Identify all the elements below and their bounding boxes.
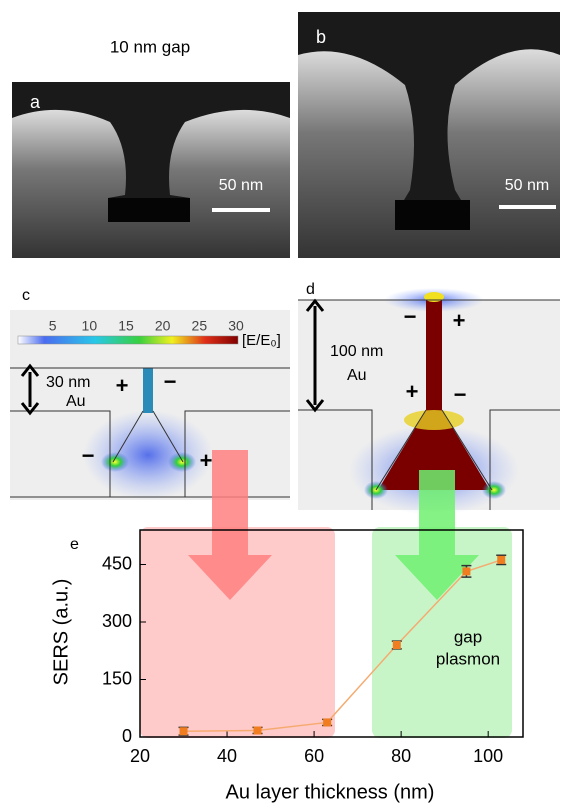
colorbar-tick-label: 15 <box>118 318 134 334</box>
colorbar-tick-label: 10 <box>82 318 98 334</box>
y-axis-label: SERS (a.u.) <box>50 579 72 686</box>
x-tick-label: 20 <box>130 746 150 766</box>
region-label: gap <box>454 627 482 646</box>
panel-b: b 50 nm <box>298 12 560 258</box>
charge: − <box>164 369 177 394</box>
colorbar-tick-label: 20 <box>155 318 171 334</box>
panel-letter: a <box>30 92 41 112</box>
charge: − <box>404 304 417 329</box>
charge: + <box>453 308 466 333</box>
charge: − <box>454 382 467 407</box>
charge: + <box>200 448 213 473</box>
data-point <box>180 727 188 735</box>
colorbar-tick-label: 25 <box>192 318 208 334</box>
scale-label: 50 nm <box>505 177 549 194</box>
caption: 10 nm gap <box>110 37 190 56</box>
x-tick-label: 60 <box>304 746 324 766</box>
charge: + <box>116 373 129 398</box>
region-label: plasmon <box>436 649 500 668</box>
charge: − <box>82 443 95 468</box>
hotspot <box>168 452 196 472</box>
field <box>83 410 213 500</box>
gap-field <box>143 368 153 413</box>
trench <box>395 200 470 230</box>
colorbar-tick-label: 5 <box>49 318 57 334</box>
panel-letter: b <box>316 27 326 47</box>
charge: + <box>406 379 419 404</box>
y-tick-label: 300 <box>102 611 132 631</box>
panel-letter: e <box>70 536 79 553</box>
data-point <box>462 567 470 575</box>
panel-a: 10 nm gap a 50 nm <box>12 37 290 258</box>
x-tick-label: 100 <box>473 746 503 766</box>
hotspot <box>101 452 129 472</box>
x-tick-label: 80 <box>391 746 411 766</box>
x-tick-label: 40 <box>217 746 237 766</box>
panel-e: e gap plasmon Au layer thickness (nm) SE… <box>50 450 523 803</box>
hotspot <box>404 410 464 430</box>
y-tick-label: 0 <box>122 726 132 746</box>
data-point <box>254 726 262 734</box>
thickness-label: 30 nm <box>46 374 90 391</box>
material-label: Au <box>66 393 86 410</box>
material-label: Au <box>347 367 367 384</box>
data-point <box>323 718 331 726</box>
data-point <box>393 641 401 649</box>
data-point <box>497 556 505 564</box>
panel-letter: c <box>22 287 30 304</box>
hotspot <box>482 481 506 499</box>
colorbar-unit: [E/E₀] <box>242 332 281 349</box>
y-tick-label: 150 <box>102 668 132 688</box>
scale-label: 50 nm <box>219 177 263 194</box>
thickness-label: 100 nm <box>330 343 383 360</box>
x-axis-label: Au layer thickness (nm) <box>226 781 435 803</box>
trench <box>108 198 190 222</box>
colorbar <box>18 336 238 344</box>
figure: 10 nm gap a 50 nm b 50 nm c 5 10 15 20 25 30 … <box>0 0 572 805</box>
y-tick-label: 450 <box>102 553 132 573</box>
panel-letter: d <box>306 281 315 298</box>
